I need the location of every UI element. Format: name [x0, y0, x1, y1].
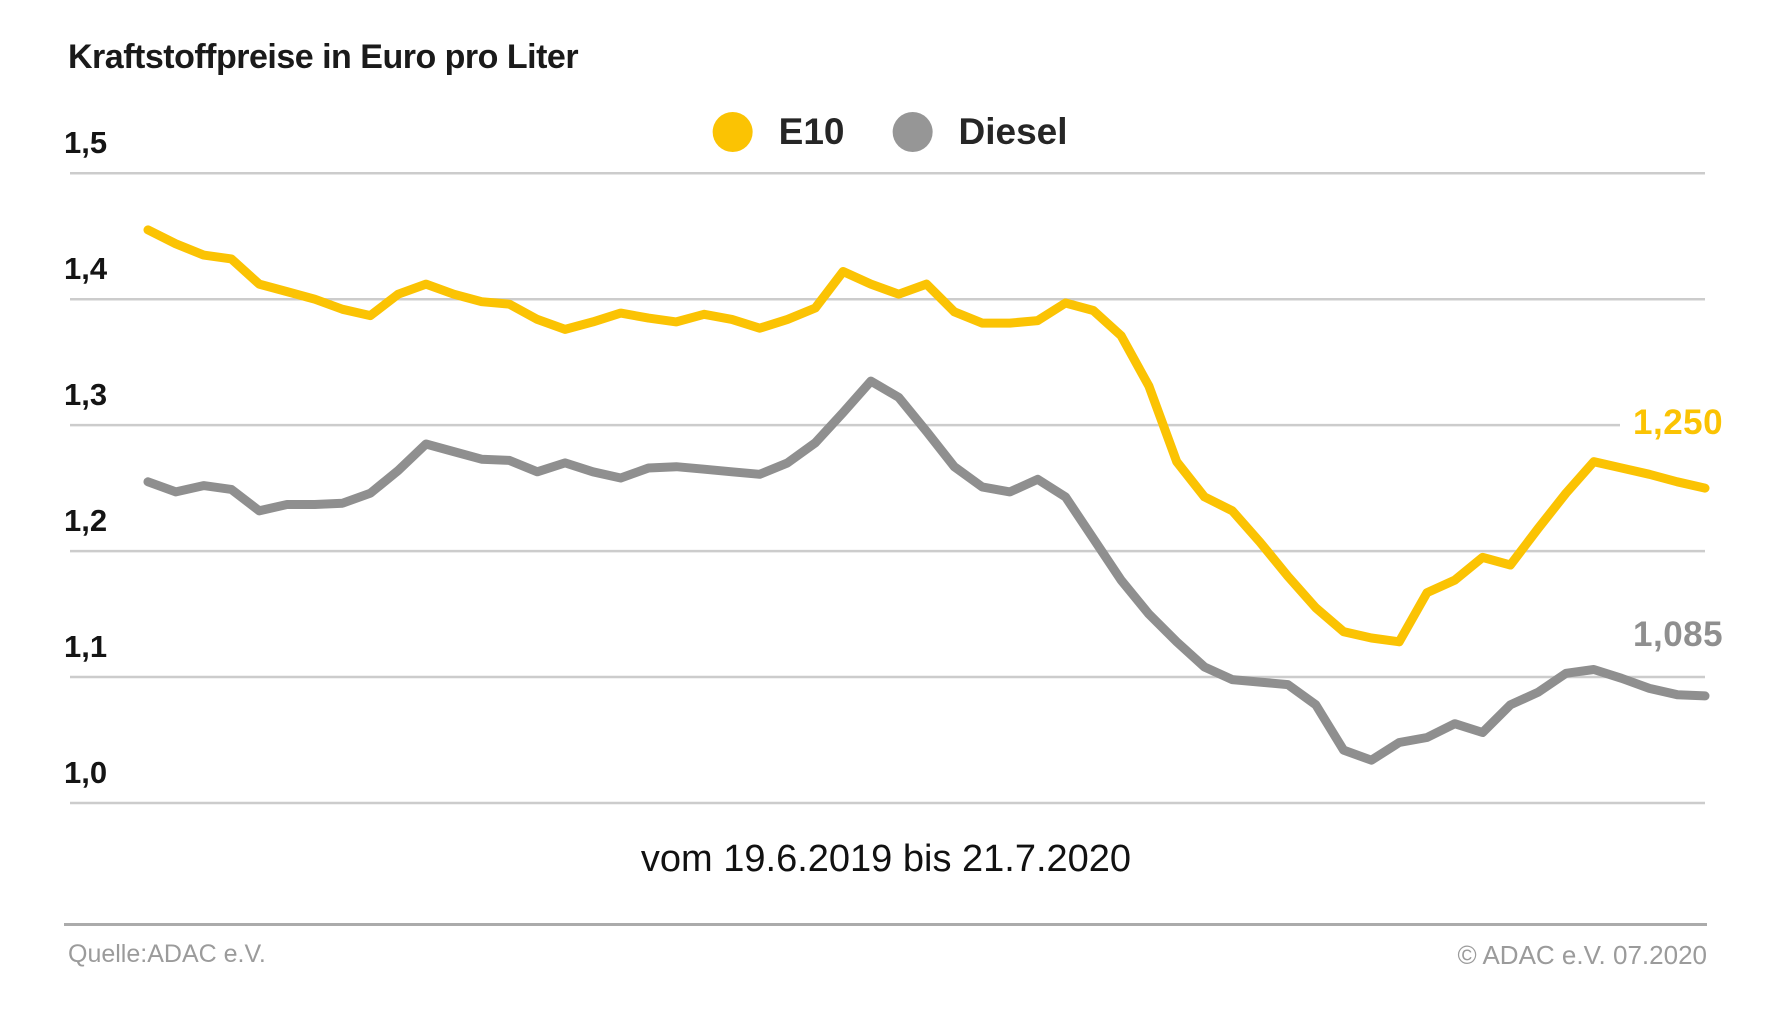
footer-divider [64, 923, 1707, 926]
diesel-end-value-label: 1,085 [1633, 615, 1724, 654]
diesel-price-line [143, 376, 1710, 765]
copyright-text: © ADAC e.V. 07.2020 [1457, 940, 1707, 970]
e10-end-value-label: 1,250 [1633, 403, 1724, 442]
legend-label-diesel: Diesel [958, 111, 1068, 152]
e10-legend-dot-icon [712, 112, 753, 152]
diesel-legend-dot-icon [892, 112, 933, 152]
y-tick-label-1_4: 1,4 [64, 251, 108, 287]
chart-title: Kraftstoffpreise in Euro pro Liter [68, 38, 579, 76]
y-tick-label-1_5: 1,5 [64, 125, 108, 161]
source-text: Quelle:ADAC e.V. [68, 940, 266, 968]
y-tick-label-1_1: 1,1 [64, 629, 108, 665]
legend-label-e10: E10 [778, 111, 845, 152]
legend: E10 Diesel [712, 111, 1090, 153]
y-tick-label-1_2: 1,2 [64, 503, 108, 539]
y-tick-label-1_0: 1,0 [64, 755, 108, 790]
e10-price-line [143, 225, 1710, 647]
y-tick-label-1_3: 1,3 [64, 377, 108, 413]
x-axis-period-caption: vom 19.6.2019 bis 21.7.2020 [640, 838, 1132, 880]
